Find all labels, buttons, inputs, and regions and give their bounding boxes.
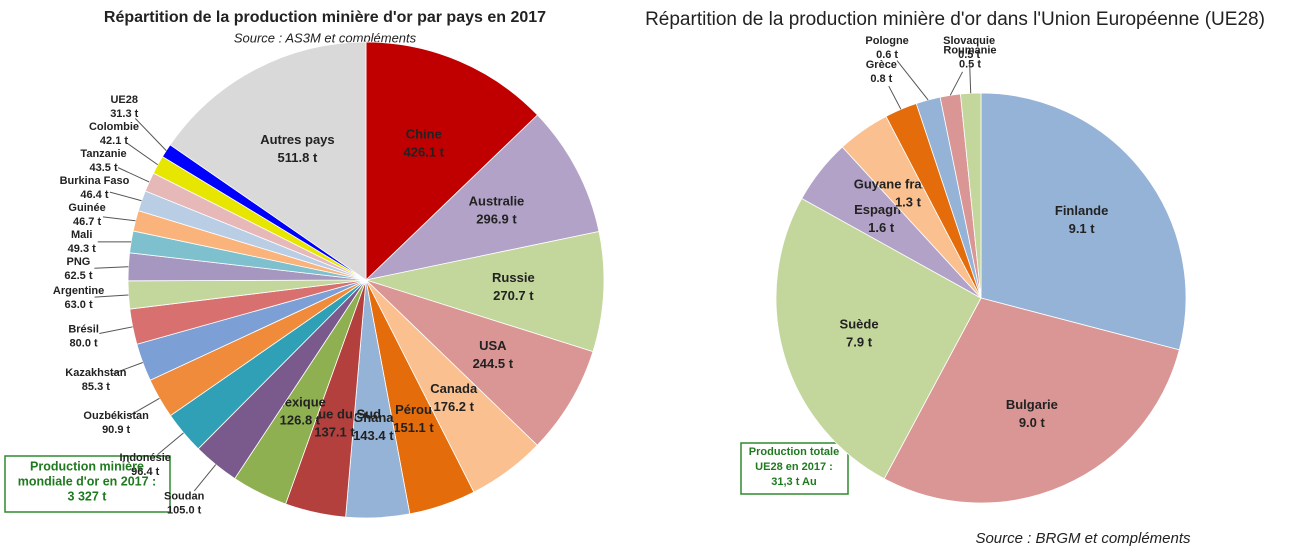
slice-label: Guinée	[68, 202, 105, 214]
slice-label: Russie	[492, 270, 535, 285]
slice-label: Slovaquie	[943, 35, 995, 47]
leader-line	[969, 63, 972, 94]
leader-line	[94, 294, 129, 298]
slice-label: Colombie	[89, 121, 139, 133]
value-label: 270.7 t	[493, 288, 534, 303]
annotation: UE28 en 2017 :	[755, 461, 833, 473]
pie-slice	[883, 297, 1180, 504]
slice-label: Chine	[406, 127, 442, 142]
value-label: 426.1 t	[404, 145, 445, 160]
slice-label: Bulgarie	[1006, 397, 1058, 412]
value-label: 151.1 t	[393, 420, 434, 435]
value-label: 105.0 t	[167, 504, 202, 516]
slice-label: UE28	[110, 94, 138, 106]
annotation: 3 327 t	[68, 489, 108, 503]
value-label: 0.6 t	[876, 49, 898, 61]
value-label: 62.5 t	[64, 270, 92, 282]
chart-title: Répartition de la production minière d'o…	[645, 9, 1265, 30]
value-label: 0.5 t	[958, 49, 980, 61]
slice-label: Indonésie	[120, 452, 171, 464]
value-label: 0.8 t	[870, 73, 892, 85]
slice-label: Canada	[430, 381, 478, 396]
annotation-box	[740, 442, 849, 495]
pie-slice	[364, 114, 600, 281]
annotation: mondiale d'or en 2017 :	[18, 474, 156, 488]
slice-label: Espagne	[854, 202, 908, 217]
slice-label: Kazakhstan	[65, 367, 126, 379]
value-label: 9.0 t	[1019, 415, 1046, 430]
value-label: 143.4 t	[353, 428, 394, 443]
slice-label: Ouzbékistan	[83, 410, 149, 422]
slice-label: Roumanie	[943, 45, 996, 57]
value-label: 49.3 t	[68, 243, 96, 255]
leader-line	[102, 216, 136, 222]
leader-line	[129, 397, 160, 416]
slice-label: Brésil	[68, 324, 99, 336]
leader-line	[896, 60, 929, 101]
annotation-box	[4, 455, 171, 513]
slice-label: Finlande	[1055, 203, 1108, 218]
slice-label: Grèce	[866, 59, 897, 71]
slice-label: Pérou	[395, 402, 432, 417]
leader-line	[109, 191, 142, 202]
value-label: 46.4 t	[80, 189, 108, 201]
value-label: 31.3 t	[110, 108, 138, 120]
value-label: 244.5 t	[473, 356, 514, 371]
value-label: 7.9 t	[846, 334, 873, 349]
leader-line	[94, 266, 129, 269]
slice-label: PNG	[67, 256, 91, 268]
value-label: 176.2 t	[434, 399, 475, 414]
value-label: 1.3 t	[895, 194, 922, 209]
leader-line	[949, 71, 964, 96]
value-label: 90.9 t	[102, 424, 130, 436]
value-label: 46.7 t	[73, 216, 101, 228]
pie-slice	[364, 230, 605, 353]
source-note: Source : BRGM et compléments	[975, 530, 1191, 547]
leader-line	[193, 464, 217, 492]
value-label: 296.9 t	[476, 212, 517, 227]
value-label: 43.5 t	[89, 162, 117, 174]
chart-title: Répartition de la production minière d'o…	[104, 9, 546, 26]
value-label: 1.6 t	[868, 220, 895, 235]
pie-slice	[980, 92, 1187, 351]
value-label: 9.1 t	[1069, 221, 1096, 236]
value-label: 42.1 t	[100, 135, 128, 147]
slice-label: Australie	[469, 194, 525, 209]
pie-slice	[169, 41, 367, 281]
value-label: 126.8 t	[280, 412, 321, 427]
annotation: Production totale	[749, 446, 839, 458]
leader-line	[99, 326, 133, 334]
value-label: 63.0 t	[65, 299, 93, 311]
leader-line	[157, 432, 184, 456]
slice-label: Pologne	[865, 35, 908, 47]
pie-slice	[775, 197, 982, 480]
slice-label: Mali	[71, 229, 92, 241]
leader-line	[126, 142, 159, 166]
value-label: 96.4 t	[131, 466, 159, 478]
pie-slice	[365, 41, 539, 281]
slice-label: Suède	[840, 316, 879, 331]
slice-label: Argentine	[53, 285, 104, 297]
leader-line	[134, 118, 167, 151]
annotation: 31,3 t Au	[771, 476, 816, 488]
slice-label: Ghana	[353, 410, 394, 425]
value-label: 80.0 t	[70, 338, 98, 350]
slice-label: Autres pays	[260, 132, 334, 147]
value-label: 511.8 t	[278, 150, 318, 165]
slice-label: Burkina Faso	[60, 175, 130, 187]
slice-label: Soudan	[164, 490, 205, 502]
value-label: 137.1 t	[314, 425, 355, 440]
annotation: Production minière	[30, 459, 144, 473]
leader-line	[888, 85, 902, 110]
value-label: 85.3 t	[82, 381, 110, 393]
leader-line	[110, 362, 143, 375]
leader-line	[117, 167, 150, 183]
slice-label: Tanzanie	[80, 148, 126, 160]
pie-slice	[365, 279, 594, 446]
slice-label: USA	[479, 338, 507, 353]
